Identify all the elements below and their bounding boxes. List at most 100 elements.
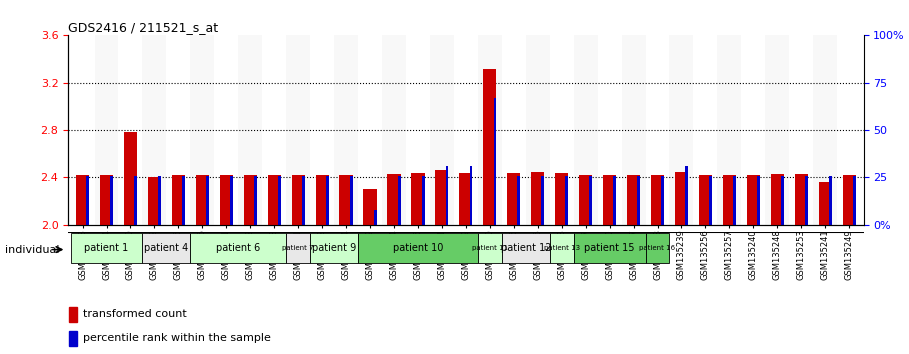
Bar [110,176,113,225]
Bar [603,175,616,225]
Bar [100,175,113,225]
Bar [651,175,664,225]
Bar [286,35,310,225]
Bar [422,176,425,225]
Bar [454,35,478,225]
Text: patient 12: patient 12 [501,243,551,253]
Bar [661,176,664,225]
Bar [699,175,712,225]
Bar [95,35,118,225]
Bar [555,173,568,225]
Bar [614,176,616,225]
Bar [627,175,640,225]
Bar [364,189,376,225]
Bar [230,176,233,225]
Bar [374,210,376,225]
Bar [574,35,597,225]
Bar [71,35,95,225]
Bar [819,182,832,225]
Bar [86,176,89,225]
Bar [757,176,760,225]
Bar [531,172,544,225]
Bar [358,233,478,263]
Bar [685,166,688,225]
Bar [709,176,712,225]
Bar [771,174,784,225]
Bar [502,233,550,263]
Bar [382,35,406,225]
Bar [733,176,736,225]
Bar [435,170,448,225]
Text: patient 9: patient 9 [312,243,356,253]
Bar [550,35,574,225]
Bar [579,175,593,225]
Text: GDS2416 / 211521_s_at: GDS2416 / 211521_s_at [68,21,218,34]
Text: transformed count: transformed count [83,309,186,319]
Bar [645,233,670,263]
Bar [215,35,238,225]
Bar [478,35,502,225]
Bar [262,35,286,225]
Text: patient 11: patient 11 [472,245,508,251]
Bar [814,35,837,225]
Bar [637,176,640,225]
Bar [190,233,286,263]
Bar [589,176,593,225]
Bar [717,35,742,225]
Bar [542,176,544,225]
Bar [789,35,814,225]
Bar [574,233,645,263]
Bar [358,35,382,225]
Bar [565,176,568,225]
Text: patient 15: patient 15 [584,243,634,253]
Bar [292,175,305,225]
Bar [843,175,855,225]
Bar [502,35,525,225]
Bar [387,174,401,225]
Bar [158,176,161,225]
Bar [310,35,335,225]
Bar [445,166,448,225]
Bar [723,175,736,225]
Bar [238,35,262,225]
Bar [517,176,520,225]
Bar [76,175,89,225]
Bar [325,176,329,225]
Bar [398,176,401,225]
Bar [484,69,496,225]
Bar [310,233,358,263]
Bar [765,35,789,225]
Bar [315,175,329,225]
Bar [254,176,257,225]
Text: patient 6: patient 6 [216,243,260,253]
Text: patient 1: patient 1 [85,243,129,253]
Bar [166,35,190,225]
Bar [182,176,185,225]
Bar [206,176,209,225]
Text: percentile rank within the sample: percentile rank within the sample [83,333,271,343]
Bar [742,35,765,225]
Bar [430,35,454,225]
Text: patient 7: patient 7 [283,245,314,251]
Bar [674,172,688,225]
Bar [335,35,358,225]
Bar [853,176,855,225]
Bar [244,175,257,225]
Bar [805,176,808,225]
Bar [143,233,190,263]
Bar [670,35,694,225]
Bar [478,233,502,263]
Bar [459,173,473,225]
Bar [68,331,76,346]
Bar [470,166,473,225]
Bar [278,176,281,225]
Bar [507,173,520,225]
Bar [694,35,717,225]
Bar [135,176,137,225]
Bar [68,307,76,322]
Bar [406,35,430,225]
Bar [124,132,137,225]
Bar [494,98,496,225]
Bar [837,35,861,225]
Bar [645,35,670,225]
